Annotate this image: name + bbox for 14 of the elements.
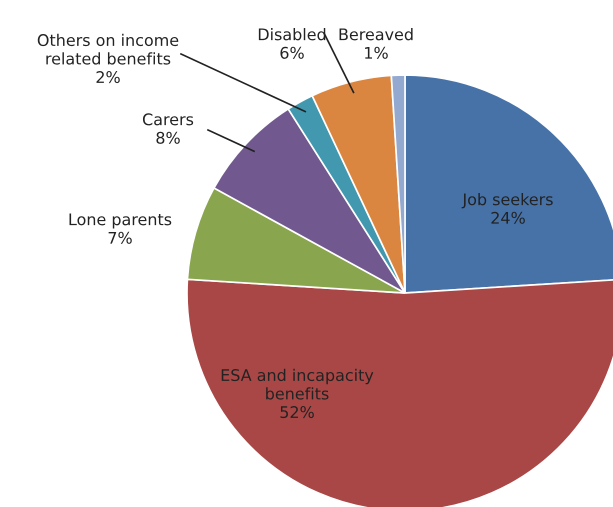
slice-label: Carers — [142, 113, 194, 126]
slice-label: Others on income related benefits — [38, 34, 178, 65]
slice-label: ESA and incapacity benefits — [222, 368, 374, 400]
data-label: 52% — [280, 406, 314, 418]
data-label: 2% — [96, 71, 120, 84]
data-label: 1% — [365, 46, 388, 59]
data-label: 8% — [156, 132, 180, 144]
data-label: 6% — [280, 46, 304, 59]
slice-label: Bereaved — [340, 28, 413, 40]
slice-label: Job seekers — [462, 193, 553, 208]
data-label: 7% — [108, 232, 132, 244]
slice-label: Disabled — [258, 28, 326, 40]
slice-label: Lone parents — [70, 214, 172, 228]
data-label: 24% — [491, 212, 525, 224]
